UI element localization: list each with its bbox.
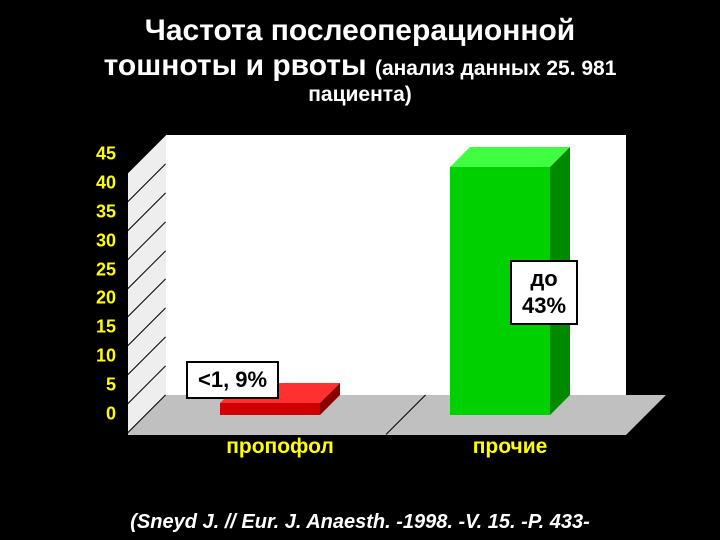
callout-line2: 43%: [522, 293, 566, 318]
callout-propofol: <1, 9%: [186, 361, 279, 399]
ytick-label: 25: [76, 259, 116, 280]
ytick-label: 0: [76, 404, 116, 425]
ytick-label: 40: [76, 172, 116, 193]
ytick-label: 35: [76, 201, 116, 222]
ytick-label: 45: [76, 144, 116, 165]
chart-floor: [126, 395, 666, 435]
xlabel-propofol: пропофол: [226, 435, 334, 459]
ytick-label: 20: [76, 288, 116, 309]
ytick-label: 15: [76, 317, 116, 338]
y-axis: [126, 135, 128, 435]
xlabel-other: прочие: [473, 435, 548, 459]
title-line2-main: тошноты и рвоты: [104, 49, 367, 82]
callout-other: до 43%: [510, 260, 578, 325]
callout-line1: до: [530, 266, 557, 291]
bar-front: [220, 403, 320, 415]
bar-chart-3d: // placeholder so ordering preserved; ac…: [70, 135, 630, 455]
callout-text: <1, 9%: [198, 367, 267, 392]
title-line1: Частота послеоперационной: [145, 14, 575, 47]
title-sub2: пациента): [308, 83, 412, 106]
title-sub1: (анализ данных 25. 981: [375, 57, 616, 80]
slide-title: Частота послеоперационной тошноты и рвот…: [0, 0, 720, 111]
ytick-label: 10: [76, 346, 116, 367]
ytick-label: 30: [76, 230, 116, 251]
citation: (Sneyd J. // Eur. J. Anaesth. -1998. -V.…: [0, 511, 720, 534]
ytick-label: 5: [76, 375, 116, 396]
